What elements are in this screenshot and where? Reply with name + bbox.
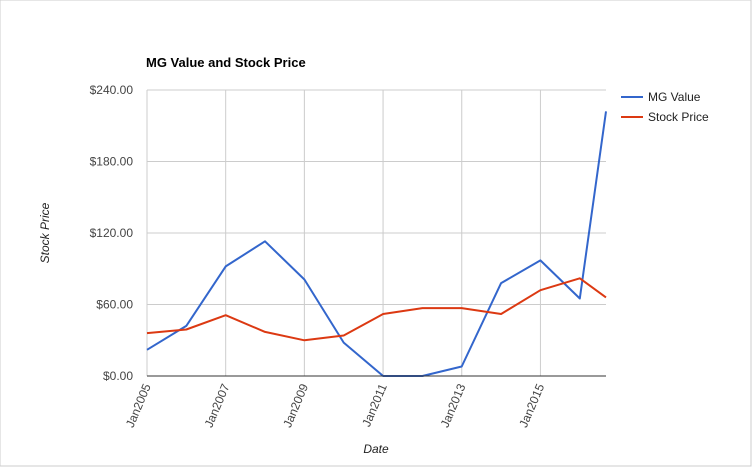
y-tick-label: $240.00 xyxy=(90,83,134,97)
legend: MG Value Stock Price xyxy=(621,90,709,124)
y-tick-label: $0.00 xyxy=(103,369,133,383)
x-axis-title: Date xyxy=(363,442,389,456)
legend-label: MG Value xyxy=(648,90,701,104)
series-line-2 xyxy=(146,277,607,342)
y-axis-title: Stock Price xyxy=(38,202,52,263)
y-axis-ticks: $0.00 $60.00 $120.00 $180.00 $240.00 xyxy=(90,83,134,383)
legend-label: Stock Price xyxy=(648,110,709,124)
gridlines xyxy=(146,89,606,376)
y-tick-label: $60.00 xyxy=(96,298,133,312)
y-tick-label: $180.00 xyxy=(90,155,134,169)
chart-title: MG Value and Stock Price xyxy=(146,55,306,70)
y-tick-label: $120.00 xyxy=(90,226,134,240)
